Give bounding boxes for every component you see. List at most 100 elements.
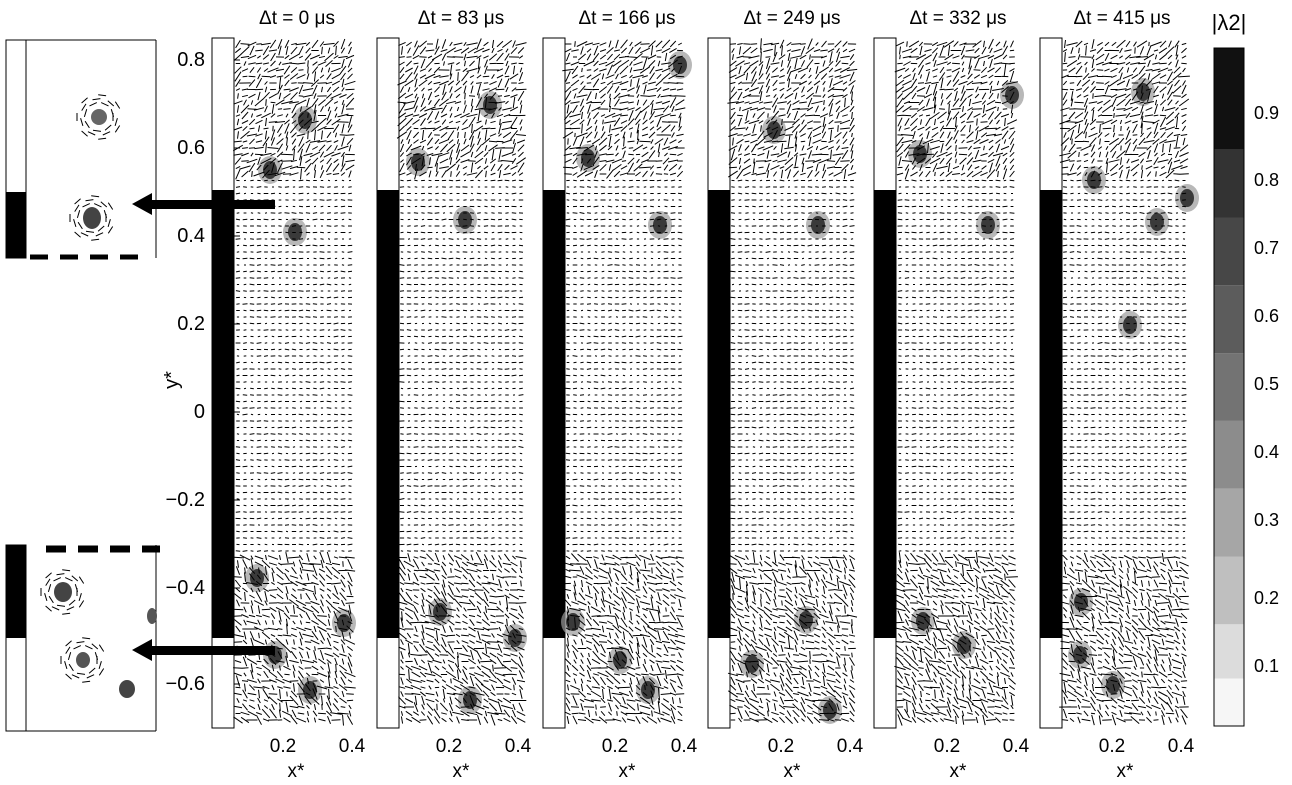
y-tick-label: 0.6 xyxy=(177,137,205,159)
vortex-center xyxy=(337,614,351,632)
vortex-center xyxy=(1074,593,1088,611)
colorbar-tick-label: 0.5 xyxy=(1254,374,1279,394)
colorbar-block xyxy=(1214,420,1244,489)
vortex-center xyxy=(411,153,425,171)
colorbar-tick-label: 0.6 xyxy=(1254,306,1279,326)
vortex-center xyxy=(913,145,927,163)
vortex-center xyxy=(483,96,497,114)
colorbar-block xyxy=(1214,488,1244,557)
vortex-center xyxy=(767,121,781,139)
nozzle-wall xyxy=(377,190,399,638)
x-axis-label: x* xyxy=(619,761,637,782)
y-tick-label: −0.4 xyxy=(166,577,205,599)
velocity-vectors xyxy=(562,39,686,725)
vortex-center xyxy=(613,651,627,669)
vortex-center xyxy=(916,612,930,630)
x-axis-label: x* xyxy=(950,761,968,782)
colorbar-block xyxy=(1214,678,1244,726)
colorbar-block xyxy=(1214,285,1244,354)
x-axis-labels: x* x* x* x* x* x* xyxy=(288,761,1135,782)
arrow-shaft xyxy=(148,646,275,655)
vortex-core xyxy=(428,598,452,626)
inset-nozzle-wall xyxy=(6,545,26,638)
x-tick-label: 0.2 xyxy=(768,736,794,757)
vector-panel xyxy=(376,37,527,729)
colorbar-label: |λ2| xyxy=(1212,10,1247,35)
arrow-top xyxy=(132,193,275,215)
vortex-core xyxy=(576,144,600,172)
x-axis-label: x* xyxy=(288,761,306,782)
inset-vortex xyxy=(119,680,135,698)
y-tick-label: 0.4 xyxy=(177,225,205,247)
panel-titles: Δt = 0 μs Δt = 83 μs Δt = 166 μs Δt = 24… xyxy=(259,8,1170,29)
vortex-core xyxy=(740,650,764,678)
inset-vortex xyxy=(54,582,72,602)
velocity-vectors xyxy=(894,38,1019,726)
vector-panel xyxy=(211,37,356,729)
colorbar-frame xyxy=(1213,47,1245,727)
x-tick-label: 0.2 xyxy=(1099,736,1125,757)
vortex-center xyxy=(250,569,264,587)
y-tick-labels: 0.8 0.6 0.4 0.2 0 −0.2 −0.4 −0.6 xyxy=(166,49,205,695)
x-tick-label: 0.4 xyxy=(1003,736,1030,757)
x-tick-label: 0.2 xyxy=(436,736,462,757)
panel-title: Δt = 83 μs xyxy=(418,8,504,29)
x-tick-label: 0.2 xyxy=(934,736,960,757)
nozzle-wall xyxy=(708,190,730,638)
y-tick-label: −0.6 xyxy=(166,673,205,695)
y-tick-label: 0 xyxy=(194,401,205,423)
y-tick-label: −0.2 xyxy=(166,489,205,511)
vortex-center xyxy=(263,161,277,179)
y-ticks xyxy=(234,59,240,685)
vortex-center xyxy=(957,636,971,654)
vortex-core xyxy=(818,696,842,724)
vortex-center xyxy=(566,613,580,631)
vortex-center xyxy=(581,149,595,167)
x-tick-label: 0.2 xyxy=(602,736,628,757)
inset-vectors xyxy=(40,94,121,683)
colorbar-tick-label: 0.1 xyxy=(1254,656,1279,676)
vortex-center xyxy=(1136,83,1150,101)
vortex-core xyxy=(258,156,282,184)
vector-panel xyxy=(1039,37,1199,729)
inset-bottom xyxy=(5,544,160,732)
arrow-bottom xyxy=(132,639,275,661)
x-axis-label: x* xyxy=(784,761,802,782)
panel-title: Δt = 0 μs xyxy=(259,8,335,29)
vortex-core xyxy=(1131,78,1155,106)
x-tick-label: 0.4 xyxy=(837,736,864,757)
vortex-center xyxy=(1180,189,1194,207)
inset-vortex xyxy=(83,207,101,229)
vortex-center xyxy=(981,216,995,234)
vortex-core xyxy=(561,608,585,636)
vortex-core xyxy=(406,148,430,176)
panel-title: Δt = 332 μs xyxy=(909,8,1006,29)
vortex-core xyxy=(911,607,935,635)
vector-panel xyxy=(707,37,858,729)
vortex-center xyxy=(433,603,447,621)
velocity-vectors xyxy=(232,38,356,726)
vortex-center xyxy=(823,701,837,719)
colorbar-tick-label: 0.3 xyxy=(1254,510,1279,530)
colorbar-tick-label: 0.2 xyxy=(1254,588,1279,608)
x-tick-labels: 0.2 0.4 0.2 0.4 0.2 0.4 0.2 0.4 0.2 0.4 … xyxy=(270,736,1195,757)
vector-panel xyxy=(873,37,1024,729)
x-tick-label: 0.4 xyxy=(339,736,366,757)
inset-nozzle-wall xyxy=(6,192,26,258)
inset-vortex xyxy=(91,109,107,125)
vortex-center xyxy=(1123,316,1137,334)
x-axis-label: x* xyxy=(1117,761,1135,782)
vortex-core xyxy=(648,211,672,239)
colorbar: |λ2| 0.9 0.8 0.7 0.6 0.5 0.4 0.3 0.2 0.1 xyxy=(1212,10,1279,727)
inset-vortex xyxy=(76,652,90,668)
vortex-core xyxy=(762,116,786,144)
zoom-insets xyxy=(5,39,275,732)
colorbar-block xyxy=(1214,556,1244,625)
nozzle-wall xyxy=(543,190,565,638)
velocity-vectors xyxy=(727,38,858,724)
colorbar-block xyxy=(1214,217,1244,286)
panel-title: Δt = 249 μs xyxy=(743,8,840,29)
vortex-core xyxy=(1069,588,1093,616)
colorbar-block xyxy=(1214,48,1244,150)
